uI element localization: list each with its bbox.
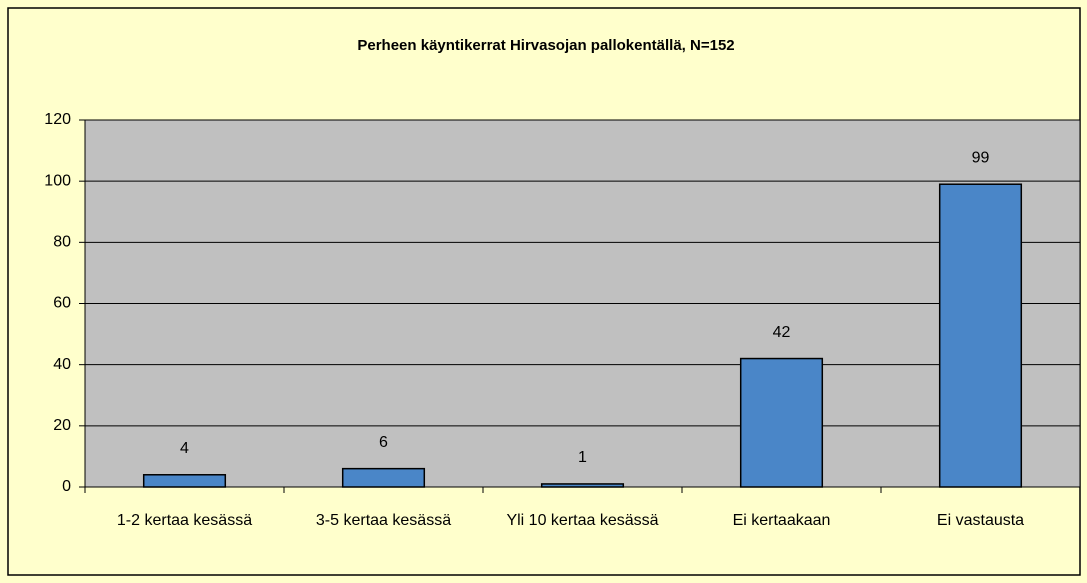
y-tick-label: 0 [62,478,71,495]
bar [938,183,1023,488]
bar [142,474,227,488]
value-label: 99 [972,149,990,166]
value-label: 42 [773,324,791,341]
x-tick-label: 1-2 kertaa kesässä [116,512,253,529]
x-tick-label: Yli 10 kertaa kesässä [506,512,659,529]
y-tick-label: 80 [53,234,71,251]
y-tick-label: 40 [53,356,71,373]
value-label: 1 [578,449,587,466]
y-tick-label: 60 [53,295,71,312]
bar [540,483,625,488]
x-tick-label: Ei vastausta [936,512,1025,529]
y-tick-label: 100 [44,172,71,189]
value-label: 6 [379,434,388,451]
y-tick-label: 20 [53,417,71,434]
bar [341,467,426,488]
chart-title: Perheen käyntikerrat Hirvasojan palloken… [357,37,734,54]
value-label: 4 [180,440,189,457]
y-tick-label: 120 [44,111,71,128]
bar [739,357,824,488]
x-tick-label: Ei kertaakaan [732,512,831,529]
x-tick-label: 3-5 kertaa kesässä [315,512,452,529]
